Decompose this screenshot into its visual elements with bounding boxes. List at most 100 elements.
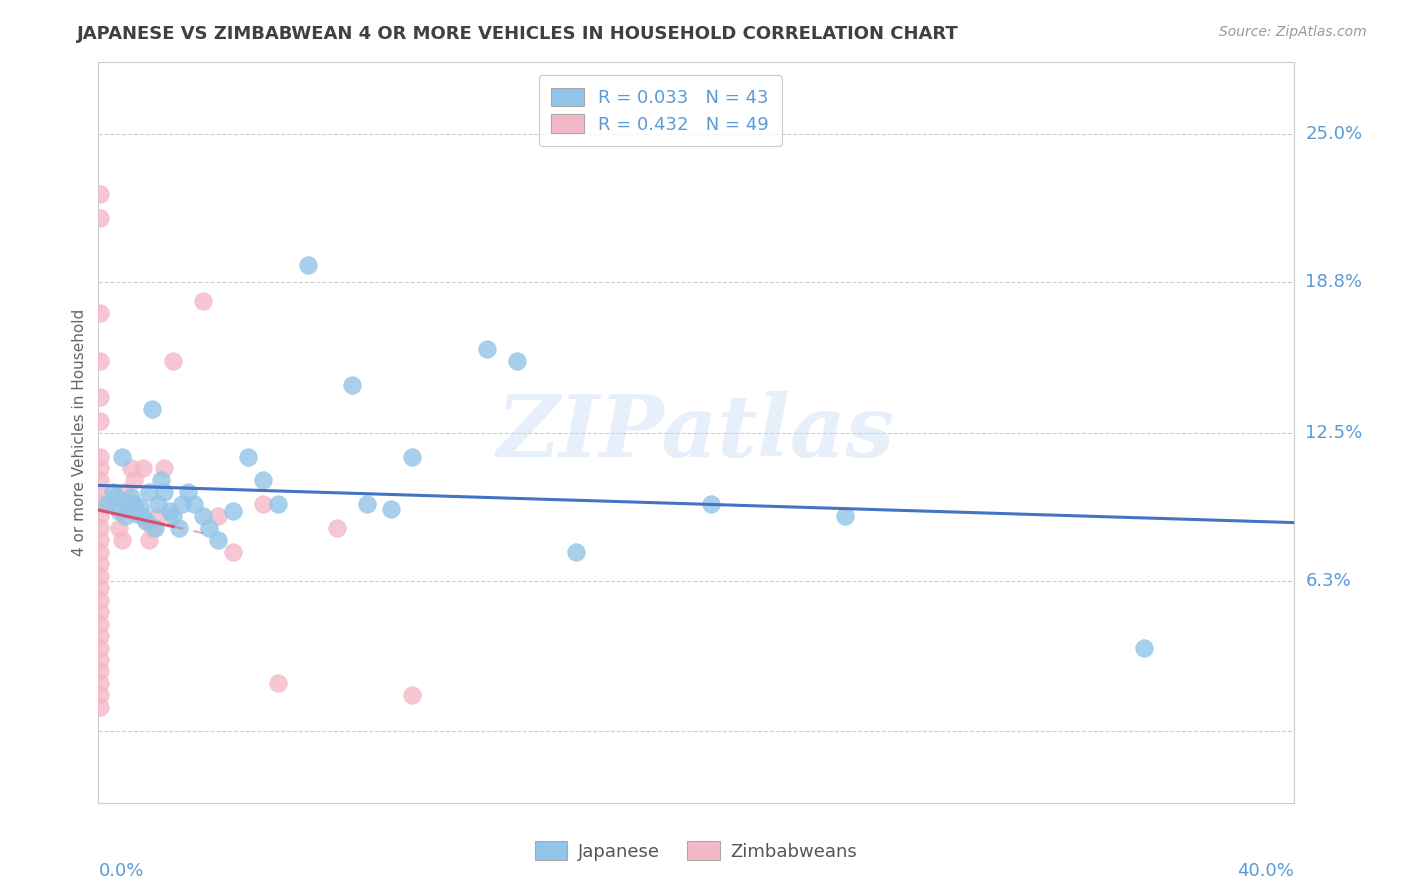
- Point: [297, 259, 319, 273]
- Point: [108, 504, 131, 518]
- Point: [267, 676, 290, 690]
- Point: [162, 354, 184, 368]
- Point: [89, 592, 111, 607]
- Point: [89, 354, 111, 368]
- Point: [143, 521, 166, 535]
- Y-axis label: 4 or more Vehicles in Household: 4 or more Vehicles in Household: [72, 309, 87, 557]
- Point: [222, 504, 245, 518]
- Point: [89, 700, 111, 714]
- Point: [401, 689, 423, 703]
- Point: [124, 474, 146, 488]
- Point: [148, 509, 170, 524]
- Point: [89, 629, 111, 643]
- Point: [267, 497, 290, 511]
- Point: [89, 474, 111, 488]
- Text: 18.8%: 18.8%: [1306, 273, 1362, 291]
- Point: [120, 490, 142, 504]
- Point: [252, 474, 274, 488]
- Point: [129, 500, 152, 514]
- Point: [506, 354, 529, 368]
- Point: [138, 533, 160, 547]
- Point: [141, 401, 163, 416]
- Point: [103, 485, 125, 500]
- Point: [111, 533, 134, 547]
- Point: [207, 533, 229, 547]
- Point: [89, 414, 111, 428]
- Point: [132, 461, 155, 475]
- Point: [105, 490, 128, 504]
- Point: [342, 377, 364, 392]
- Point: [135, 514, 157, 528]
- Point: [153, 485, 176, 500]
- Point: [89, 605, 111, 619]
- Point: [89, 640, 111, 655]
- Point: [89, 676, 111, 690]
- Point: [120, 461, 142, 475]
- Point: [89, 569, 111, 583]
- Point: [117, 502, 139, 516]
- Point: [167, 521, 190, 535]
- Legend: Japanese, Zimbabweans: Japanese, Zimbabweans: [527, 834, 865, 868]
- Point: [153, 461, 176, 475]
- Point: [89, 521, 111, 535]
- Point: [141, 521, 163, 535]
- Point: [222, 545, 245, 559]
- Text: 40.0%: 40.0%: [1237, 862, 1294, 880]
- Point: [207, 509, 229, 524]
- Point: [148, 497, 170, 511]
- Point: [89, 665, 111, 679]
- Point: [89, 652, 111, 666]
- Text: JAPANESE VS ZIMBABWEAN 4 OR MORE VEHICLES IN HOUSEHOLD CORRELATION CHART: JAPANESE VS ZIMBABWEAN 4 OR MORE VEHICLE…: [77, 25, 959, 43]
- Point: [135, 514, 157, 528]
- Point: [114, 509, 136, 524]
- Point: [401, 450, 423, 464]
- Point: [236, 450, 259, 464]
- Point: [89, 616, 111, 631]
- Text: 12.5%: 12.5%: [1306, 424, 1362, 442]
- Point: [191, 509, 214, 524]
- Point: [834, 509, 856, 524]
- Point: [177, 485, 200, 500]
- Point: [89, 533, 111, 547]
- Point: [89, 509, 111, 524]
- Point: [565, 545, 588, 559]
- Point: [132, 509, 155, 524]
- Point: [89, 390, 111, 404]
- Point: [89, 306, 111, 320]
- Point: [183, 497, 205, 511]
- Point: [252, 497, 274, 511]
- Point: [326, 521, 349, 535]
- Point: [1133, 640, 1156, 655]
- Point: [150, 474, 173, 488]
- Point: [89, 461, 111, 475]
- Point: [700, 497, 723, 511]
- Text: Source: ZipAtlas.com: Source: ZipAtlas.com: [1219, 25, 1367, 39]
- Point: [380, 502, 402, 516]
- Point: [127, 507, 149, 521]
- Point: [191, 294, 214, 309]
- Point: [138, 485, 160, 500]
- Point: [124, 497, 146, 511]
- Point: [89, 186, 111, 201]
- Point: [475, 342, 498, 356]
- Point: [162, 509, 184, 524]
- Point: [103, 497, 125, 511]
- Point: [89, 450, 111, 464]
- Point: [111, 450, 134, 464]
- Point: [108, 521, 131, 535]
- Point: [89, 545, 111, 559]
- Point: [96, 497, 118, 511]
- Point: [89, 497, 111, 511]
- Point: [89, 557, 111, 571]
- Text: 0.0%: 0.0%: [98, 862, 143, 880]
- Text: ZIPatlas: ZIPatlas: [496, 391, 896, 475]
- Point: [172, 497, 194, 511]
- Point: [117, 497, 139, 511]
- Point: [89, 581, 111, 595]
- Point: [89, 211, 111, 225]
- Point: [114, 485, 136, 500]
- Point: [89, 689, 111, 703]
- Point: [356, 497, 378, 511]
- Point: [89, 485, 111, 500]
- Point: [159, 504, 181, 518]
